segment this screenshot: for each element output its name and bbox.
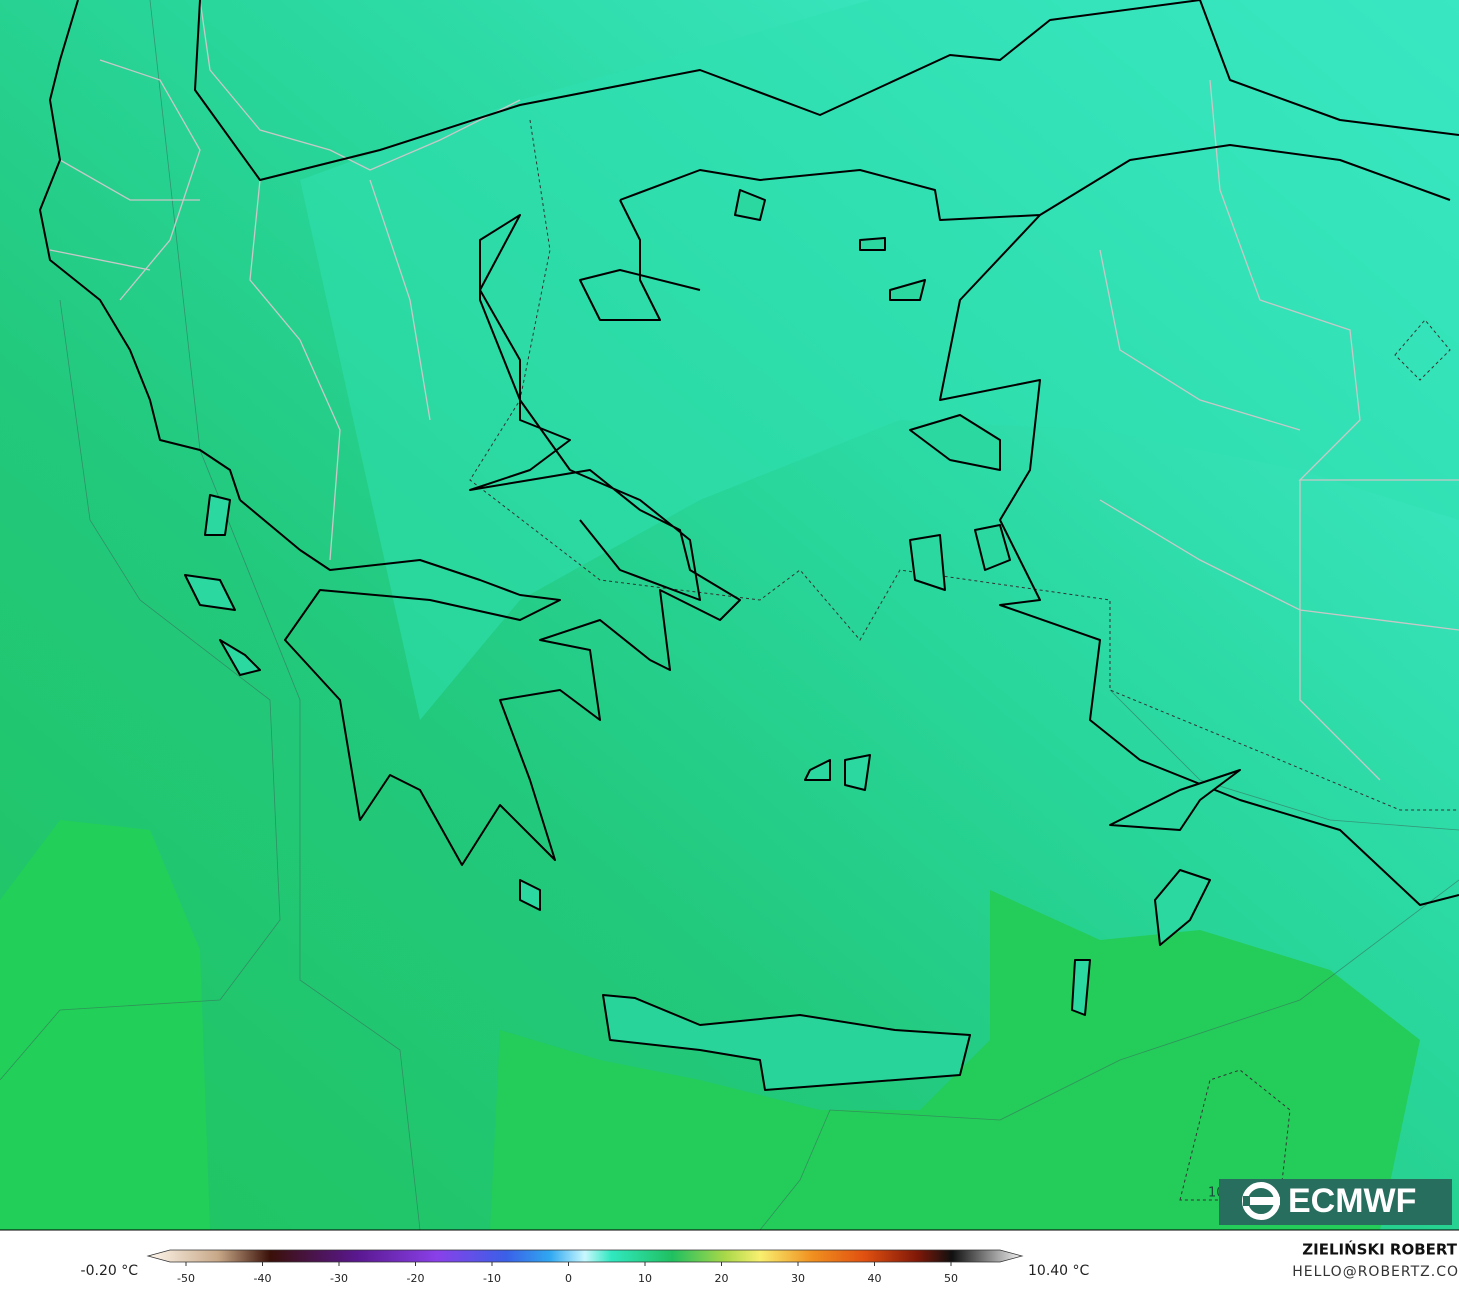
- colorbar-tick-label: 50: [944, 1272, 958, 1285]
- coastline: [619, 144, 1459, 906]
- colorbar-tick-label: -10: [483, 1272, 501, 1285]
- contour: [0, 299, 281, 1081]
- island: [859, 237, 886, 251]
- island: [184, 574, 236, 611]
- colorbar-tick-label: -50: [177, 1272, 195, 1285]
- colorbar-tick-label: 20: [715, 1272, 729, 1285]
- island: [909, 414, 1001, 471]
- colorbar-tick-label: -30: [330, 1272, 348, 1285]
- cool-region: [300, 0, 1459, 720]
- island: [804, 759, 831, 781]
- island: [1154, 869, 1211, 946]
- credit-email: HELLO@ROBERTZ.CO: [1292, 1264, 1459, 1280]
- contour: [759, 879, 1459, 1231]
- map: 10°C ECMWF: [0, 0, 1459, 1231]
- colorbar-bar: [146, 1249, 1024, 1263]
- island: [889, 279, 926, 301]
- island: [519, 879, 541, 911]
- border: [49, 59, 201, 301]
- island: [204, 494, 231, 536]
- coastline: [194, 0, 1459, 181]
- island: [734, 189, 766, 221]
- island: [1071, 959, 1091, 1016]
- colorbar-tick-label: 30: [791, 1272, 805, 1285]
- colorbar-tick-label: 10: [638, 1272, 652, 1285]
- colorbar-tick-label: -20: [407, 1272, 425, 1285]
- coastline: [239, 214, 741, 866]
- boundary: [469, 119, 1459, 811]
- island: [844, 754, 871, 791]
- logo-mark: [1242, 1182, 1280, 1220]
- border: [199, 0, 1459, 781]
- credit-author: ZIELIŃSKI ROBERT: [1302, 1240, 1457, 1259]
- coastline: [579, 199, 701, 321]
- contour: [149, 0, 421, 1231]
- warm-region: [490, 890, 1420, 1230]
- colorbar-max: 10.40 °C: [1028, 1263, 1090, 1279]
- colorbar: -0.20 °C 10.40 °C -50 -40 -30 -20 -10 0 10 20 30…: [81, 1249, 1090, 1285]
- island: [1109, 769, 1241, 831]
- island: [219, 639, 261, 676]
- colorbar-tick-label: 0: [565, 1272, 572, 1285]
- colorbar-tick-label: 40: [868, 1272, 882, 1285]
- warm-region: [0, 820, 210, 1230]
- colorbar-min: -0.20 °C: [81, 1263, 139, 1279]
- coastline: [39, 0, 241, 501]
- island: [909, 534, 946, 591]
- cold-spot: [1394, 319, 1451, 381]
- colorbar-tick-label: -40: [254, 1272, 272, 1285]
- island: [974, 524, 1011, 571]
- island: [602, 994, 971, 1091]
- contour: [1109, 689, 1459, 831]
- logo-text: ECMWF: [1288, 1182, 1416, 1220]
